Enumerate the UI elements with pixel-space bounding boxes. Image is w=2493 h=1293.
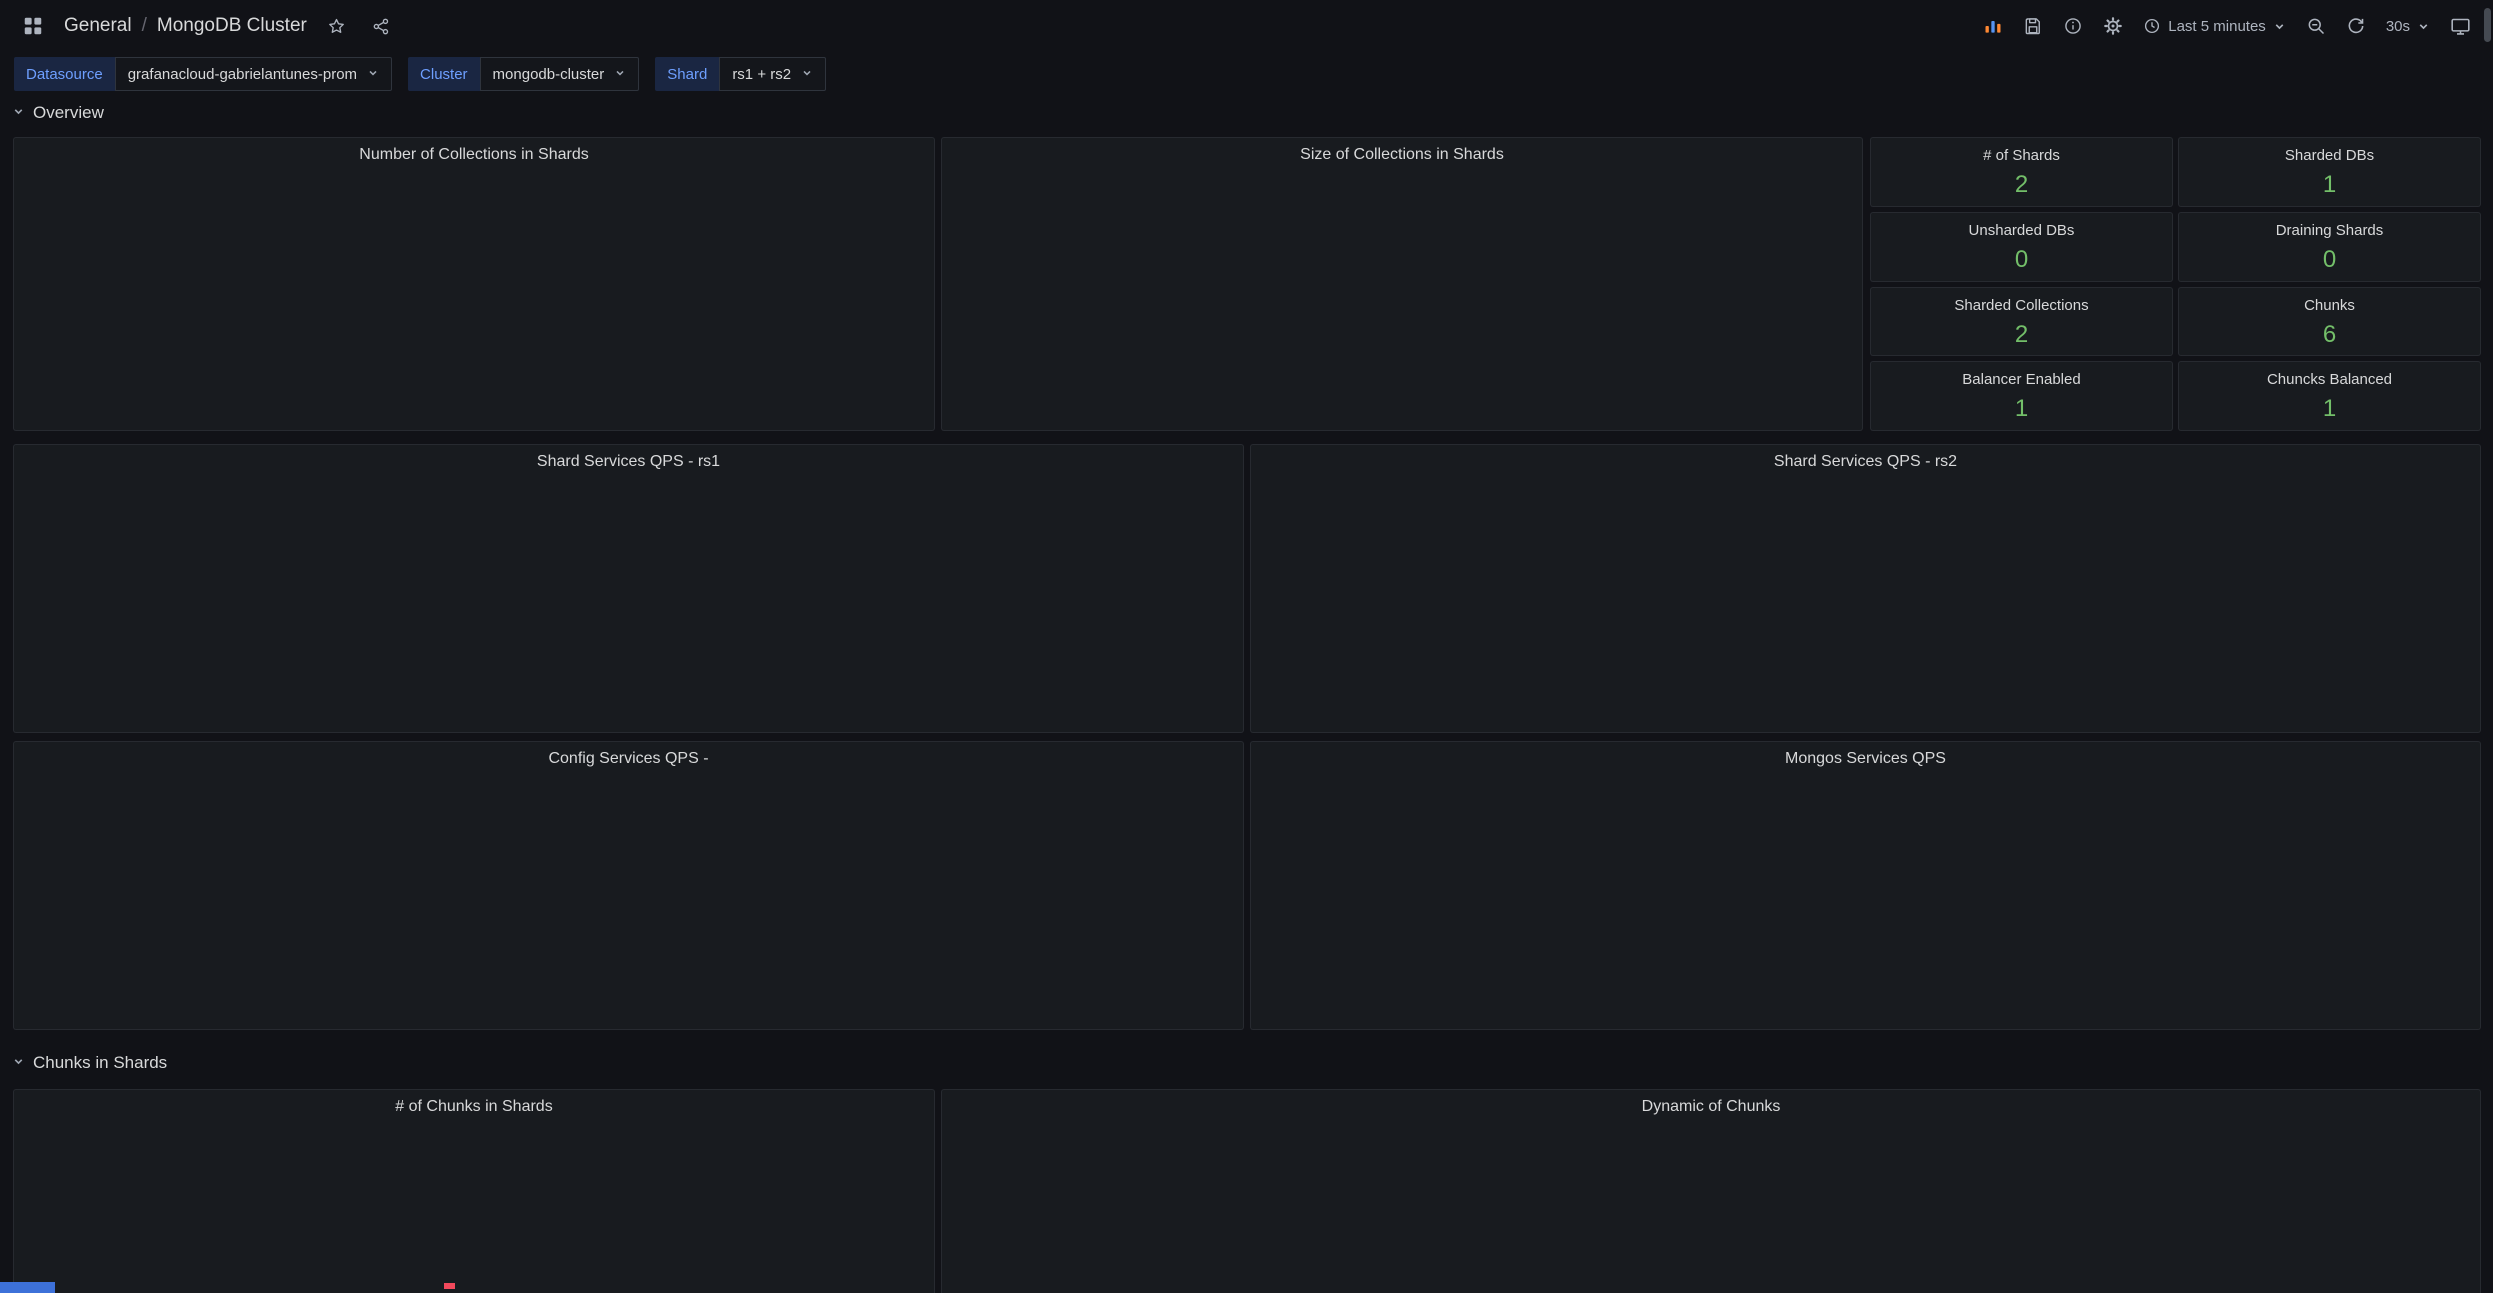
- stat-title[interactable]: Sharded DBs: [2284, 147, 2375, 164]
- panel-title[interactable]: # of Chunks in Shards: [395, 1098, 553, 1115]
- stat-unsharded-dbs: Unsharded DBs 0: [1870, 211, 2173, 282]
- breadcrumb-folder[interactable]: General: [64, 15, 132, 36]
- time-range-picker[interactable]: Last 5 minutes: [2137, 11, 2292, 41]
- stat-title[interactable]: Unsharded DBs: [1968, 221, 2075, 239]
- breadcrumb: General / MongoDB Cluster: [64, 15, 307, 37]
- stat-sharded-collections: Sharded Collections 2: [1870, 286, 2173, 357]
- variable-value: grafanacloud-gabrielantunes-prom: [127, 65, 358, 83]
- panel-chunks-in-shards: # of Chunks in Shards: [13, 1089, 935, 1293]
- cutoff-red-series-mark: [444, 1283, 455, 1289]
- stat-value: 1: [2322, 171, 2337, 198]
- stat-title[interactable]: Chuncks Balanced: [2266, 371, 2393, 389]
- stat-value: 2: [2014, 171, 2029, 198]
- panel-title[interactable]: Shard Services QPS - rs2: [1773, 453, 1958, 470]
- stat-title[interactable]: Sharded Collections: [1954, 296, 2089, 314]
- panel-size-of-collections: Size of Collections in Shards: [941, 137, 1863, 431]
- stat-chuncks-balanced: Chuncks Balanced 1: [2178, 361, 2481, 431]
- variable-label: Cluster: [408, 57, 480, 91]
- panel-title[interactable]: Shard Services QPS - rs1: [536, 453, 721, 470]
- stat-title[interactable]: Balancer Enabled: [1962, 371, 2081, 389]
- stat-value: 0: [2014, 245, 2029, 273]
- stat-chunks: Chunks 6: [2178, 286, 2481, 357]
- stat-sharded-dbs: Sharded DBs 1: [2178, 137, 2481, 207]
- stat-value: 1: [2322, 395, 2337, 423]
- cutoff-blue-panel-edge: [0, 1282, 55, 1293]
- variable-datasource-select[interactable]: grafanacloud-gabrielantunes-prom: [114, 57, 393, 91]
- stat-value: 0: [2322, 245, 2337, 273]
- stats-grid: # of Shards 2 Sharded DBs 1 Unsharded DB…: [1870, 137, 2481, 431]
- chevron-down-icon: [614, 66, 626, 83]
- variable-datasource: Datasource grafanacloud-gabrielantunes-p…: [14, 57, 393, 91]
- panel-config-qps: Config Services QPS -: [13, 741, 1244, 1030]
- zoom-out-icon[interactable]: [2300, 10, 2332, 42]
- stat-balancer-enabled: Balancer Enabled 1: [1870, 361, 2173, 431]
- panel-title[interactable]: Config Services QPS -: [548, 750, 709, 767]
- variable-shard: Shard rs1 + rs2: [655, 57, 827, 91]
- info-icon[interactable]: [2057, 10, 2089, 42]
- gauge-row: [14, 776, 1243, 1027]
- time-range-label: Last 5 minutes: [2168, 17, 2266, 35]
- panel-title[interactable]: Mongos Services QPS: [1785, 750, 1946, 767]
- row-toggle-overview[interactable]: Overview: [12, 103, 104, 123]
- chevron-down-icon: [12, 103, 25, 123]
- star-icon[interactable]: [321, 11, 352, 42]
- share-icon[interactable]: [366, 11, 397, 42]
- panel-shard-qps-rs2: Shard Services QPS - rs2: [1250, 444, 2481, 733]
- variable-cluster-select[interactable]: mongodb-cluster: [479, 57, 640, 91]
- insights-icon[interactable]: [1977, 10, 2009, 42]
- settings-icon[interactable]: [2097, 10, 2129, 42]
- template-variables-bar: Datasource grafanacloud-gabrielantunes-p…: [14, 57, 827, 91]
- clock-icon: [2143, 17, 2161, 35]
- row-title: Chunks in Shards: [33, 1053, 168, 1072]
- panel-number-of-collections: Number of Collections in Shards: [13, 137, 935, 431]
- panel-shard-qps-rs1: Shard Services QPS - rs1: [13, 444, 1244, 733]
- chevron-down-icon: [2417, 20, 2430, 33]
- stat-value: 1: [2014, 395, 2029, 423]
- variable-value: mongodb-cluster: [492, 65, 605, 83]
- stat-draining-shards: Draining Shards 0: [2178, 211, 2481, 282]
- breadcrumb-dashboard-title[interactable]: MongoDB Cluster: [156, 15, 307, 36]
- chevron-down-icon: [12, 1053, 25, 1073]
- stat-num-shards: # of Shards 2: [1870, 137, 2173, 207]
- stat-title[interactable]: Draining Shards: [2275, 221, 2384, 239]
- panel-dynamic-of-chunks: Dynamic of Chunks: [941, 1089, 2481, 1293]
- scrollbar-thumb[interactable]: [2484, 8, 2491, 42]
- gauge-row: [14, 479, 1243, 730]
- refresh-interval-picker[interactable]: 30s: [2380, 12, 2436, 41]
- gauge-row: [1251, 479, 2480, 730]
- row-toggle-chunks-in-shards[interactable]: Chunks in Shards: [12, 1053, 167, 1073]
- panel-title[interactable]: Size of Collections in Shards: [1300, 146, 1504, 163]
- variable-label: Datasource: [14, 57, 115, 91]
- panel-title[interactable]: Dynamic of Chunks: [1641, 1098, 1781, 1115]
- variable-cluster: Cluster mongodb-cluster: [408, 57, 640, 91]
- panel-title[interactable]: Number of Collections in Shards: [359, 146, 589, 163]
- monitor-icon[interactable]: [2444, 10, 2477, 43]
- variable-shard-select[interactable]: rs1 + rs2: [719, 57, 827, 91]
- topbar: General / MongoDB Cluster: [0, 0, 2493, 52]
- breadcrumb-separator: /: [141, 15, 147, 36]
- chevron-down-icon: [2273, 20, 2286, 33]
- stat-value: 2: [2014, 320, 2029, 348]
- gauge-row: [1251, 776, 2480, 1027]
- row-title: Overview: [33, 103, 104, 122]
- refresh-interval-label: 30s: [2385, 17, 2410, 35]
- chevron-down-icon: [367, 66, 379, 83]
- apps-icon[interactable]: [16, 9, 50, 43]
- stat-value: 6: [2322, 320, 2337, 348]
- panel-mongos-qps: Mongos Services QPS: [1250, 741, 2481, 1030]
- stat-title[interactable]: Chunks: [2304, 296, 2355, 314]
- save-icon[interactable]: [2017, 10, 2049, 42]
- refresh-icon[interactable]: [2340, 10, 2372, 42]
- stat-title[interactable]: # of Shards: [1983, 147, 2060, 164]
- variable-label: Shard: [655, 57, 720, 91]
- variable-value: rs1 + rs2: [732, 65, 792, 83]
- chevron-down-icon: [801, 66, 813, 83]
